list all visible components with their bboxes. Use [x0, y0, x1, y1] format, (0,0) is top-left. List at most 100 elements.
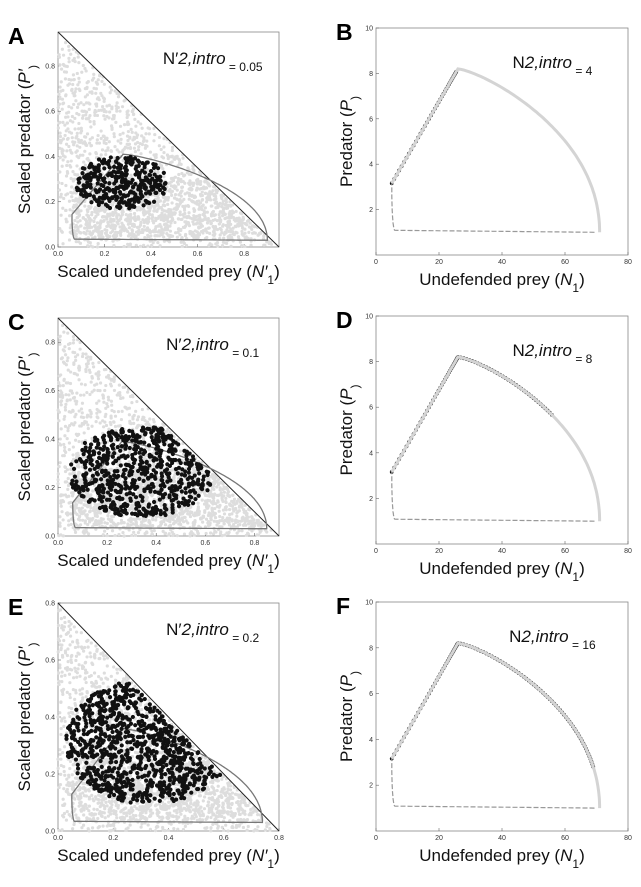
background-point: [90, 231, 95, 236]
highlight-point: [127, 206, 132, 211]
background-point: [102, 139, 106, 143]
background-point: [142, 211, 146, 215]
background-point: [262, 234, 266, 238]
background-point: [178, 512, 183, 516]
background-point: [137, 205, 141, 209]
background-point: [199, 218, 203, 222]
background-point: [68, 398, 72, 402]
background-point: [166, 202, 170, 206]
background-point: [110, 529, 115, 533]
highlight-point: [156, 429, 161, 434]
background-point: [79, 126, 83, 130]
background-point: [56, 482, 60, 486]
background-point: [135, 399, 139, 404]
x-tick-label: 0.8: [250, 540, 260, 547]
highlight-point: [167, 447, 172, 452]
highlight-point: [100, 504, 105, 510]
background-point: [128, 394, 133, 399]
background-point: [130, 130, 134, 134]
background-point: [203, 191, 208, 195]
background-point: [163, 203, 167, 208]
background-point: [82, 431, 86, 435]
highlight-point: [71, 466, 77, 471]
highlight-point: [187, 489, 193, 494]
background-point: [72, 56, 76, 61]
background-point: [252, 224, 256, 229]
background-point: [78, 145, 82, 149]
background-point: [66, 136, 70, 141]
background-point: [89, 380, 93, 384]
background-point: [230, 524, 235, 529]
background-point: [69, 159, 73, 163]
highlight-point: [115, 445, 120, 450]
background-point: [201, 514, 205, 518]
highlight-point: [162, 442, 167, 447]
highlight-point: [151, 499, 157, 505]
highlight-point: [142, 182, 147, 188]
highlight-point: [101, 490, 106, 495]
background-point: [224, 241, 229, 245]
background-point: [244, 517, 249, 521]
background-point: [88, 241, 92, 245]
background-point: [232, 507, 236, 511]
background-point: [92, 388, 96, 392]
background-point: [99, 153, 103, 157]
background-point: [107, 140, 111, 144]
background-point: [73, 528, 77, 532]
highlight-point: [122, 184, 127, 189]
background-point: [71, 47, 75, 51]
background-point: [102, 400, 106, 404]
highlight-point: [134, 506, 139, 511]
background-point: [205, 221, 210, 225]
highlight-point: [198, 463, 203, 468]
background-point: [213, 492, 217, 496]
highlight-point: [157, 454, 162, 459]
background-point: [224, 496, 228, 501]
background-point: [75, 433, 80, 438]
background-point: [77, 61, 81, 65]
background-point: [86, 359, 90, 363]
background-point: [119, 417, 124, 422]
highlight-point: [123, 482, 128, 487]
background-point: [243, 235, 247, 240]
background-point: [157, 144, 161, 148]
background-point: [179, 180, 183, 184]
trajectory-grey-upper: [390, 67, 602, 233]
background-point: [91, 489, 95, 493]
background-point: [70, 87, 74, 91]
background-point: [90, 136, 94, 140]
background-point: [83, 231, 87, 235]
highlight-point: [89, 200, 94, 205]
highlight-point: [96, 462, 101, 467]
background-point: [95, 415, 99, 419]
background-point: [109, 149, 114, 154]
background-point: [85, 169, 89, 173]
highlight-point: [110, 195, 115, 200]
background-point: [95, 229, 100, 233]
background-point: [115, 393, 119, 397]
background-point: [85, 132, 90, 136]
background-point: [85, 85, 89, 89]
background-point: [76, 138, 80, 142]
y-tick-label: 0.8: [45, 340, 55, 347]
background-point: [212, 511, 217, 515]
background-point: [57, 188, 62, 192]
background-point: [146, 244, 150, 248]
background-point: [243, 510, 247, 514]
background-point: [94, 520, 98, 525]
highlight-point: [147, 200, 152, 206]
background-point: [221, 209, 225, 213]
highlight-point: [153, 504, 158, 509]
background-point: [79, 424, 83, 428]
background-point: [180, 518, 185, 522]
background-point: [101, 533, 105, 537]
background-point: [230, 230, 235, 234]
background-point: [98, 220, 103, 225]
x-tick-label: 60: [561, 259, 569, 266]
background-point: [194, 188, 199, 192]
highlight-point: [91, 194, 96, 199]
background-point: [116, 95, 121, 99]
background-point: [62, 417, 66, 421]
background-point: [163, 222, 168, 226]
